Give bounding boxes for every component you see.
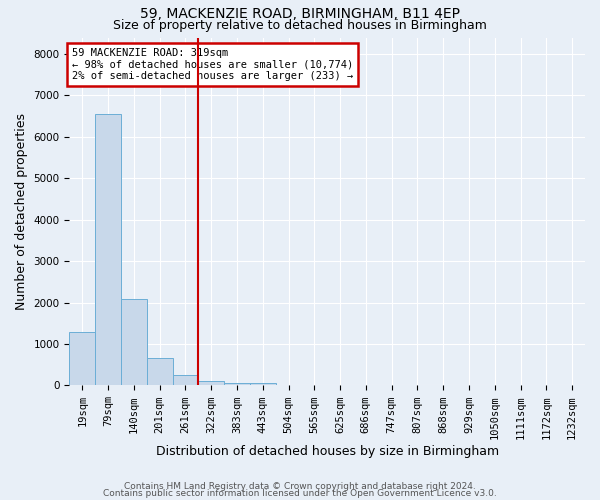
Bar	[224, 382, 250, 386]
Y-axis label: Number of detached properties: Number of detached properties	[15, 113, 28, 310]
Text: 59 MACKENZIE ROAD: 319sqm
← 98% of detached houses are smaller (10,774)
2% of se: 59 MACKENZIE ROAD: 319sqm ← 98% of detac…	[72, 48, 353, 81]
Text: Size of property relative to detached houses in Birmingham: Size of property relative to detached ho…	[113, 18, 487, 32]
Text: 59, MACKENZIE ROAD, BIRMINGHAM, B11 4EP: 59, MACKENZIE ROAD, BIRMINGHAM, B11 4EP	[140, 8, 460, 22]
Text: Contains public sector information licensed under the Open Government Licence v3: Contains public sector information licen…	[103, 489, 497, 498]
Bar	[250, 384, 275, 386]
Bar	[147, 358, 173, 386]
Bar	[121, 300, 147, 386]
Text: Contains HM Land Registry data © Crown copyright and database right 2024.: Contains HM Land Registry data © Crown c…	[124, 482, 476, 491]
Bar	[95, 114, 121, 386]
Bar	[173, 374, 199, 386]
Bar	[70, 332, 95, 386]
X-axis label: Distribution of detached houses by size in Birmingham: Distribution of detached houses by size …	[155, 444, 499, 458]
Bar	[199, 381, 224, 386]
